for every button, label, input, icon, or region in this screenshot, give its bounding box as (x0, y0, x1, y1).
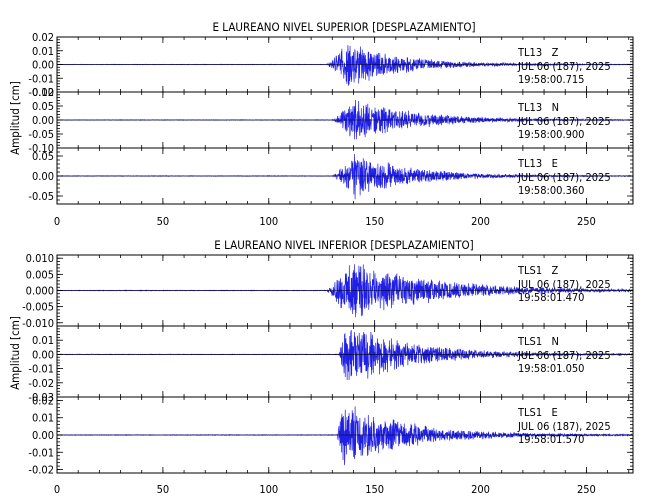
y-tick-label: -0.02 (28, 86, 54, 99)
record-time: 19:58:01.470 (518, 291, 584, 304)
y-tick-label: -0.03 (28, 391, 54, 404)
record-time: 19:58:00.715 (518, 73, 584, 86)
record-date: JUL 06 (187), 2025 (517, 115, 611, 128)
y-tick-label: 0.02 (32, 31, 54, 44)
x-tick-label: 0 (54, 483, 60, 496)
y-tick-label: 0.00 (32, 170, 54, 183)
x-tick-label: 150 (365, 215, 384, 228)
record-time: 19:58:01.050 (518, 362, 584, 375)
y-tick-label: -0.02 (28, 464, 54, 477)
y-tick-label: 0.00 (32, 114, 54, 127)
y-tick-label: -0.02 (28, 377, 54, 390)
x-tick-label: 150 (365, 483, 384, 496)
y-tick-label: 0.05 (32, 150, 54, 163)
x-tick-label: 250 (577, 215, 596, 228)
chart-lower: E LAUREANO NIVEL INFERIOR [DESPLAZAMIENT… (8, 238, 474, 390)
y-tick-label: -0.01 (28, 72, 54, 85)
x-tick-label: 50 (157, 215, 170, 228)
x-tick-label: 0 (54, 215, 60, 228)
chart-upper: E LAUREANO NIVEL SUPERIOR [DESPLAZAMIENT… (8, 20, 476, 155)
station-label: TL13 Z (517, 46, 559, 59)
y-axis-label: Amplitud [cm] (8, 81, 22, 155)
y-tick-label: 0.05 (32, 100, 54, 113)
station-label: TLS1 N (517, 335, 559, 348)
y-tick-label: -0.01 (28, 446, 54, 459)
y-tick-label: 0.01 (32, 334, 54, 347)
x-tick-label: 50 (157, 483, 170, 496)
y-tick-label: 0.01 (32, 45, 54, 58)
y-tick-label: 0.00 (32, 59, 54, 72)
y-tick-label: -0.01 (28, 363, 54, 376)
record-date: JUL 06 (187), 2025 (517, 420, 611, 433)
y-axis-label: Amplitud [cm] (8, 316, 22, 390)
y-tick-label: 0.005 (26, 268, 54, 281)
y-tick-label: 0.010 (26, 252, 54, 265)
y-tick-label: 0.02 (32, 394, 54, 407)
y-tick-label: 0.000 (26, 285, 54, 298)
x-tick-label: 200 (471, 215, 490, 228)
record-date: JUL 06 (187), 2025 (517, 171, 611, 184)
record-date: JUL 06 (187), 2025 (517, 278, 611, 291)
record-time: 19:58:00.360 (518, 184, 584, 197)
x-tick-label: 100 (259, 483, 278, 496)
record-time: 19:58:00.900 (518, 128, 584, 141)
chart-title: E LAUREANO NIVEL SUPERIOR [DESPLAZAMIENT… (212, 20, 475, 34)
x-tick-label: 200 (471, 483, 490, 496)
y-tick-label: 0.01 (32, 412, 54, 425)
station-label: TLS1 Z (517, 264, 559, 277)
station-label: TL13 N (517, 101, 559, 114)
record-date: JUL 06 (187), 2025 (517, 60, 611, 73)
y-tick-label: -0.005 (22, 301, 54, 314)
y-tick-label: 0.00 (32, 429, 54, 442)
y-tick-label: -0.010 (22, 317, 54, 330)
y-tick-label: 0.00 (32, 348, 54, 361)
chart-title: E LAUREANO NIVEL INFERIOR [DESPLAZAMIENT… (214, 238, 473, 252)
record-date: JUL 06 (187), 2025 (517, 349, 611, 362)
x-tick-label: 100 (259, 215, 278, 228)
station-label: TLS1 E (517, 406, 558, 419)
y-tick-label: -0.05 (28, 128, 54, 141)
y-tick-label: 0.10 (32, 86, 54, 99)
x-tick-label: 250 (577, 483, 596, 496)
y-tick-label: -0.10 (28, 142, 54, 155)
record-time: 19:58:01.570 (518, 433, 584, 446)
y-tick-label: -0.05 (28, 190, 54, 203)
station-label: TL13 E (517, 157, 558, 170)
